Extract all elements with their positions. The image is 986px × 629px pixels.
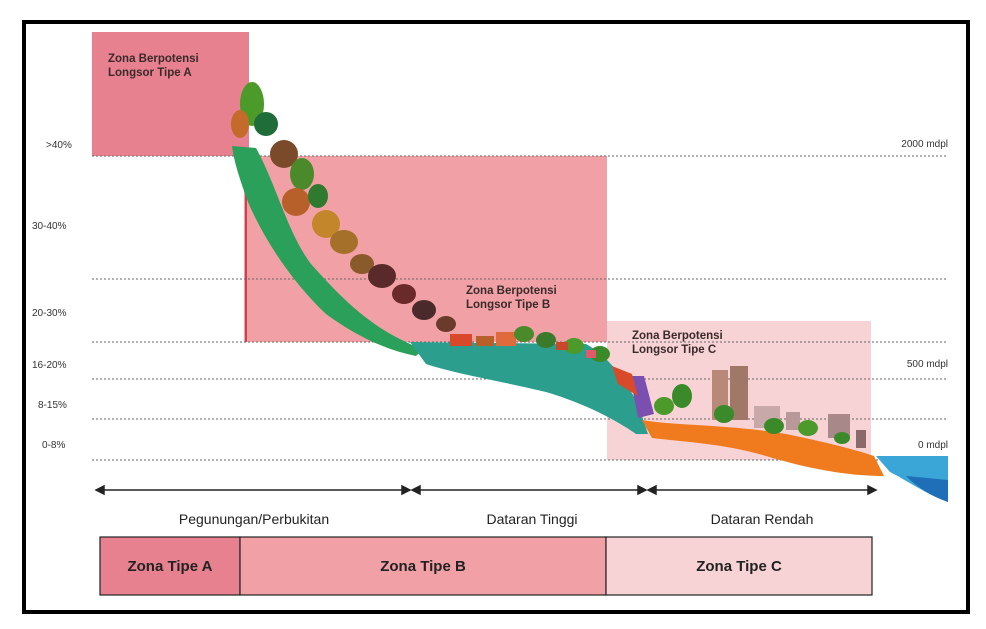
zone-c-title-line-2: Longsor Tipe C (632, 344, 716, 356)
region-label-mountain: Pegunungan/Perbukitan (179, 511, 329, 527)
sea-deep (906, 476, 948, 502)
zone-c-title: Zona Berpotensi Longsor Tipe C (632, 330, 726, 356)
highland-teal-soil (410, 342, 648, 434)
slope-label-16-20: 16-20% (32, 360, 67, 371)
highland-village (450, 326, 610, 362)
landslide-zone-diagram: >40% 30-40% 20-30% 16-20% 8-15% 0-8% 200… (32, 32, 948, 596)
zone-b-title-line-1: Zona Berpotensi (466, 285, 557, 297)
zone-box-c (605, 536, 873, 596)
region-label-highland: Dataran Tinggi (486, 511, 577, 527)
highland-red-soil (612, 366, 638, 396)
diagram-frame: >40% 30-40% 20-30% 16-20% 8-15% 0-8% 200… (22, 20, 970, 614)
slope-label-gt40: >40% (46, 140, 72, 151)
zone-box-a-label: Zona Tipe A (127, 558, 212, 575)
mountain-green-soil (232, 146, 422, 356)
zone-a-title-line-2: Longsor Tipe A (108, 67, 192, 79)
region-label-lowland: Dataran Rendah (711, 511, 814, 527)
elevation-label-2000: 2000 mdpl (901, 139, 948, 150)
elevation-label-0: 0 mdpl (918, 440, 948, 451)
zone-box-b (239, 536, 607, 596)
region-arrows (94, 484, 878, 496)
purple-soil-patch (630, 376, 654, 418)
zone-a-area (92, 32, 249, 156)
zone-b-title-line-2: Longsor Tipe B (466, 299, 550, 311)
lowland-orange-soil (642, 420, 884, 476)
zone-box-a (99, 536, 241, 596)
elevation-label-500: 500 mdpl (907, 359, 948, 370)
slope-label-30-40: 30-40% (32, 221, 67, 232)
zone-a-title-line-1: Zona Berpotensi (108, 53, 199, 65)
zone-box-c-label: Zona Tipe C (696, 558, 782, 575)
slope-label-8-15: 8-15% (38, 400, 67, 411)
slope-label-0-8: 0-8% (42, 440, 65, 451)
slope-label-20-30: 20-30% (32, 308, 67, 319)
zone-a-title: Zona Berpotensi Longsor Tipe A (108, 53, 202, 79)
zone-c-title-line-1: Zona Berpotensi (632, 330, 723, 342)
terrain-cross-section (231, 82, 948, 502)
lowland-city (654, 366, 866, 448)
zone-box-b-label: Zona Tipe B (380, 558, 466, 575)
zone-b-title: Zona Berpotensi Longsor Tipe B (466, 285, 560, 311)
forest-trees (231, 82, 456, 332)
